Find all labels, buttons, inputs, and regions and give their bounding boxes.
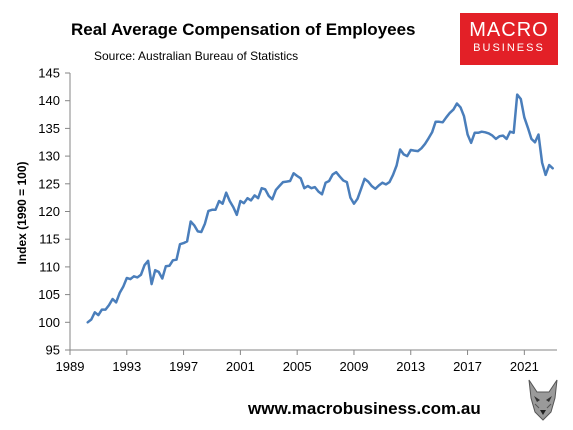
x-tick-label: 2005 (283, 359, 312, 374)
x-tick-label: 2013 (396, 359, 425, 374)
y-tick-label: 105 (38, 287, 60, 302)
x-tick-label: 1993 (112, 359, 141, 374)
x-tick-label: 2009 (340, 359, 369, 374)
chart-subtitle: Source: Australian Bureau of Statistics (94, 49, 299, 63)
x-tick-label: 1997 (169, 359, 198, 374)
y-tick-label: 140 (38, 93, 60, 108)
x-tick-labels: 1989 1993 1997 2001 2005 2009 2013 2017 2021 (56, 359, 539, 374)
y-tick-label: 130 (38, 149, 60, 164)
logo-line-2: BUSINESS (473, 42, 545, 54)
y-tick-label: 115 (39, 232, 60, 247)
y-tick-label: 135 (38, 121, 60, 136)
y-tick-label: 100 (38, 315, 60, 330)
series-line-0 (86, 93, 554, 324)
footer-url[interactable]: www.macrobusiness.com.au (248, 399, 481, 418)
logo-line-1: MACRO (469, 19, 549, 41)
y-tick-label: 145 (38, 66, 60, 81)
x-tick-label: 2021 (510, 359, 539, 374)
y-tick-label: 125 (38, 176, 60, 191)
chart-axes (65, 72, 557, 355)
chart-title: Real Average Compensation of Employees (71, 20, 416, 39)
wolf-logo-icon (528, 379, 558, 421)
y-tick-label: 120 (38, 204, 60, 219)
x-tick-label: 1989 (56, 359, 85, 374)
macrobusiness-logo: MACRO BUSINESS (460, 13, 558, 65)
x-tick-label: 2017 (453, 359, 482, 374)
y-tick-labels: 95 100 105 110 115 120 125 130 135 140 145 (38, 66, 60, 358)
y-tick-label: 110 (39, 259, 60, 274)
y-tick-label: 95 (46, 343, 60, 358)
x-tick-label: 2001 (226, 359, 255, 374)
series-group (86, 93, 554, 324)
